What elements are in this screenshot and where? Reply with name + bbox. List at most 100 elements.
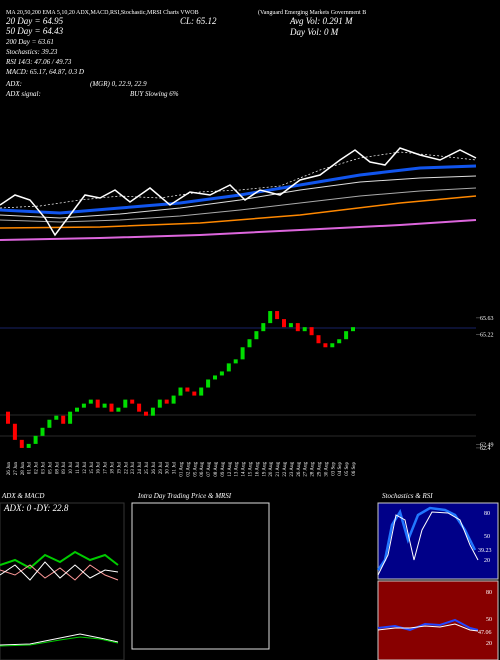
x-tick-label: 19 Jul — [117, 461, 122, 474]
rsi-tick: 20 — [486, 641, 492, 647]
dayvol: Day Vol: 0 M — [289, 27, 339, 37]
adx-vals: (MGR) 0, 22.9, 22.9 — [90, 80, 147, 88]
candle-body — [316, 335, 321, 344]
stoch-k — [376, 506, 477, 571]
candle-body — [19, 439, 24, 448]
x-tick-label: 06 Aug — [200, 462, 205, 477]
candle-body — [157, 399, 162, 408]
rsi-tick: 50 — [486, 617, 492, 623]
candle-body — [150, 407, 155, 416]
y-tick-label: 62.49 — [480, 442, 494, 448]
candle-body — [344, 331, 349, 340]
candle-body — [171, 395, 176, 404]
candle-body — [6, 411, 10, 424]
candle-body — [282, 319, 286, 328]
x-tick-label: 30 Aug — [324, 462, 329, 477]
ma-lines — [0, 147, 477, 241]
x-tick-label: 01 Jul — [28, 461, 33, 474]
macd: MACD: 65.17, 64.87, 0.3 D — [5, 68, 84, 76]
candles — [6, 311, 355, 448]
rsi-tick: 80 — [486, 590, 492, 596]
candle-body — [26, 443, 31, 448]
adx-line — [0, 550, 119, 570]
x-tick-label: 18 Jul — [111, 461, 116, 474]
x-tick-label: 26 Aug — [297, 462, 302, 477]
adx-values: ADX: 0 -DY: 22.8 — [3, 503, 69, 513]
x-tick-label: 16 Jul — [97, 461, 102, 474]
x-tick-label: 30 Jul — [166, 461, 171, 474]
candle-body — [240, 347, 245, 360]
candle-body — [68, 411, 73, 424]
di-line — [0, 561, 119, 581]
x-tick-label: 05 Sep — [345, 462, 350, 476]
candle-body — [351, 327, 355, 332]
x-tick-label: 04 Sep — [338, 462, 343, 476]
signal: BUY Slowing 6% — [130, 90, 179, 98]
candle-body — [247, 339, 252, 348]
x-tick-label: 03 Sep — [331, 462, 336, 476]
stoch-d — [377, 511, 479, 576]
x-tick-label: 15 Aug — [249, 462, 254, 477]
candle-body — [88, 399, 93, 404]
stoch-tick: 80 — [484, 511, 490, 517]
stoch-title: Stochastics & RSI — [382, 492, 433, 500]
candle-body — [288, 323, 293, 328]
x-tick-label: 01 Aug — [180, 462, 185, 477]
x-tick-label: 08 Jul — [55, 461, 60, 474]
x-tick-label: 29 Jul — [159, 461, 164, 474]
candle-body — [40, 427, 45, 436]
stoch: Stochastics: 39.23 — [6, 48, 58, 56]
x-tick-label: 12 Aug — [228, 462, 233, 477]
x-tick-label: 06 Sep — [352, 462, 357, 476]
x-tick-label: 15 Jul — [90, 461, 95, 474]
x-tick-label: 22 Jul — [124, 461, 129, 474]
x-tick-label: 13 Aug — [235, 462, 240, 477]
intraday-title: Intra Day Trading Price & MRSI — [137, 492, 232, 500]
stoch-value: 39.23 — [478, 548, 492, 554]
adx-title: ADX & MACD — [1, 492, 44, 500]
candle-body — [164, 399, 169, 404]
candle-body — [261, 323, 266, 332]
candle-body — [54, 415, 59, 420]
rsi-line — [377, 623, 479, 632]
candle-body — [275, 311, 280, 320]
candle-body — [302, 327, 307, 332]
candle-body — [254, 331, 259, 340]
x-tick-label: 07 Aug — [207, 462, 212, 477]
rsi: RSI 14/3: 47.06 / 49.73 — [5, 58, 72, 66]
candle-body — [123, 399, 128, 408]
x-tick-label: 23 Jul — [131, 461, 136, 474]
dates: 26 Jun 27 Jun 28 Jun 01 Jul 02 Jul 03 Jul 05 J… — [7, 461, 357, 476]
di-line — [0, 564, 119, 581]
x-tick-label: 12 Jul — [83, 461, 88, 474]
title: MA 20,50,200 EMA 5,10,20 ADX,MACD,RSI,St… — [6, 10, 199, 16]
x-tick-label: 09 Aug — [221, 462, 226, 477]
candle-body — [130, 399, 135, 404]
x-tick-label: 20 Aug — [269, 462, 274, 477]
macd-signal — [0, 636, 119, 647]
candle-body — [185, 387, 190, 392]
x-tick-label: 10 Jul — [69, 461, 74, 474]
x-tick-label: 02 Jul — [35, 461, 40, 474]
intraday-panel — [131, 502, 270, 650]
rsi-value: 47.06 — [478, 630, 492, 636]
ma200: 200 Day = 63.61 — [6, 38, 54, 46]
close: CL: 65.12 — [180, 16, 217, 26]
candle-body — [337, 339, 342, 344]
x-tick-label: 21 Aug — [276, 462, 281, 477]
candle-body — [213, 375, 217, 380]
y-tick-label: 65.22 — [480, 332, 494, 338]
candle-body — [268, 311, 273, 324]
candle-body — [219, 371, 224, 376]
candle-body — [192, 391, 197, 396]
rsi-line — [377, 618, 479, 632]
x-tick-label: 08 Aug — [214, 462, 219, 477]
x-tick-label: 26 Jul — [152, 461, 157, 474]
candle-body — [330, 343, 335, 348]
stoch-tick: 50 — [484, 534, 490, 540]
macd-line — [0, 633, 119, 646]
adx-panel — [0, 502, 125, 660]
x-tick-label: 05 Aug — [193, 462, 198, 477]
avgvol: Avg Vol: 0.291 M — [289, 16, 353, 26]
